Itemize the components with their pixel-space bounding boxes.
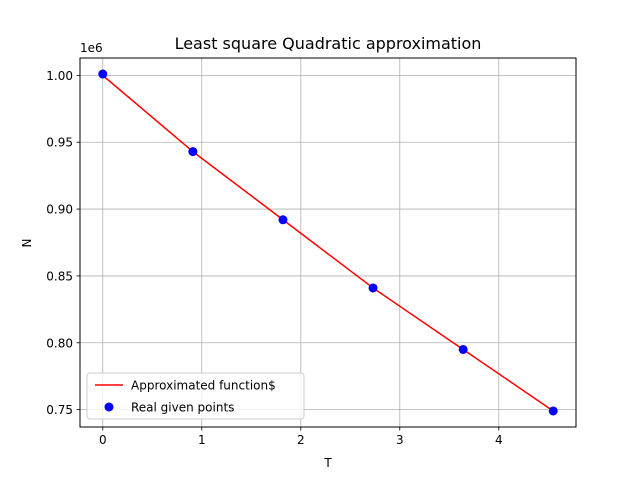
y-tick-label: 0.95: [46, 136, 73, 150]
legend-label-approximated: Approximated function$: [131, 379, 276, 393]
legend-box: [86, 372, 305, 420]
real-point-marker: [548, 406, 558, 416]
y-tick-label: 0.85: [46, 269, 73, 283]
real-point-marker: [278, 215, 288, 225]
grid-lines: [80, 58, 576, 427]
y-tick-label: 0.75: [46, 403, 73, 417]
y-tick-label: 0.80: [46, 336, 73, 350]
legend-marker-swatch: [104, 402, 114, 412]
approximated-function-line: [102, 74, 554, 412]
axis-ticks: 0 1 2 3 4 0.75 0.80 0.85 0.90 0.95 1.00: [46, 69, 502, 447]
y-tick-label: 0.90: [46, 203, 73, 217]
plot-frame: [79, 57, 577, 428]
y-axis-label: N: [20, 239, 34, 248]
series-layer: [98, 69, 558, 416]
x-tick-label: 2: [297, 433, 305, 447]
legend: Approximated function$ Real given points: [86, 372, 305, 420]
real-point-marker: [368, 283, 378, 293]
real-point-marker: [188, 147, 198, 157]
x-tick-label: 3: [396, 433, 404, 447]
y-tick-label: 1.00: [46, 69, 73, 83]
x-tick-label: 0: [99, 433, 107, 447]
y-offset-label: 1e6: [80, 41, 103, 55]
x-tick-label: 1: [198, 433, 206, 447]
real-point-marker: [458, 344, 468, 354]
legend-label-real-points: Real given points: [131, 401, 234, 415]
x-tick-label: 4: [495, 433, 503, 447]
chart-title: Least square Quadratic approximation: [175, 34, 482, 53]
real-point-marker: [98, 69, 108, 79]
x-axis-label: T: [323, 456, 332, 470]
